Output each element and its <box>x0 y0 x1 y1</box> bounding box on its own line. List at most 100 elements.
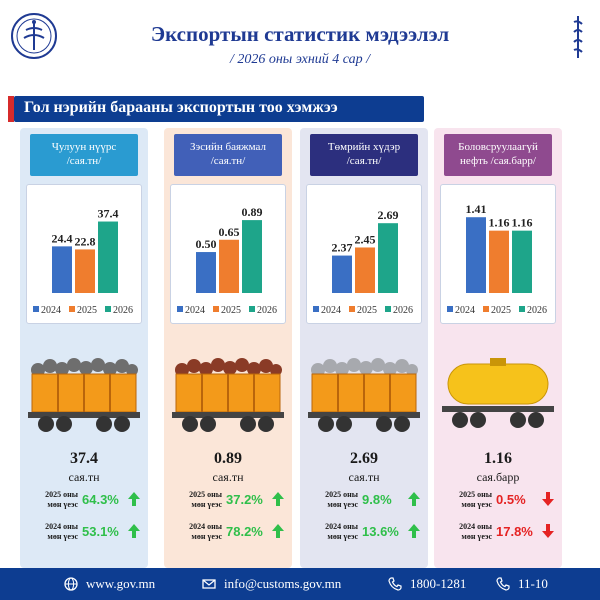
data-label: 2.69 <box>378 208 399 222</box>
phone-icon <box>496 577 510 591</box>
bar-2026 <box>512 230 532 293</box>
mongol-script-icon <box>573 16 583 58</box>
legend-swatch <box>483 306 489 312</box>
comparison-row: 2024 оны мөн үеэс 53.1% <box>26 522 144 546</box>
copper-wagon-icon <box>172 358 284 432</box>
comparison-percent: 0.5% <box>496 492 526 507</box>
comparison-row: 2025 оны мөн үеэс 64.3% <box>26 490 144 514</box>
product-header-line: /сая.тн/ <box>210 155 246 167</box>
data-label: 22.8 <box>75 234 96 248</box>
arrow-up-icon <box>128 524 140 538</box>
comparison-row: 2024 оны мөн үеэс 78.2% <box>170 522 288 546</box>
comparison-percent: 13.6% <box>362 524 399 539</box>
data-label: 24.4 <box>52 231 73 245</box>
legend-label: 2026 <box>527 305 547 316</box>
data-label: 0.89 <box>242 205 263 219</box>
mail-icon <box>202 579 216 589</box>
footer: www.gov.mn info@customs.gov.mn 1800-1281… <box>0 568 600 600</box>
bar-2024 <box>52 246 72 293</box>
export-unit: сая.тн <box>348 470 380 484</box>
data-label: 1.41 <box>466 202 487 216</box>
data-label: 0.65 <box>219 225 240 239</box>
comparison-label: 2024 оны мөн үеэс <box>459 522 492 541</box>
header: Экспортын статистик мэдээлэл / 2026 оны … <box>0 0 600 92</box>
comparison-label: 2025 оны мөн үеэс <box>189 490 222 509</box>
comparison-row: 2025 оны мөн үеэс 0.5% <box>440 490 558 514</box>
footer-email-text[interactable]: info@customs.gov.mn <box>224 576 342 591</box>
comparison-percent: 53.1% <box>82 524 119 539</box>
bar-chart-svg: 2.372.452.69 2024 2025 2026 <box>313 208 413 316</box>
footer-web[interactable]: www.gov.mn <box>64 576 155 592</box>
export-value: 2.69 <box>350 450 378 467</box>
export-unit: сая.барр <box>476 470 520 484</box>
comparison-label: 2024 оны мөн үеэс <box>45 522 78 541</box>
comparison-row: 2025 оны мөн үеэс 9.8% <box>306 490 424 514</box>
oil-tank-wagon-icon <box>442 358 554 428</box>
comparison-label: 2025 оны мөн үеэс <box>459 490 492 509</box>
legend-swatch <box>519 306 525 312</box>
product-header-line: нефть /сая.барр/ <box>460 155 536 167</box>
page-title: Экспортын статистик мэдээлэл <box>150 22 450 46</box>
legend-label: 2024 <box>41 305 61 316</box>
comparison-label: 2024 оны мөн үеэс <box>325 522 358 541</box>
legend-swatch <box>177 306 183 312</box>
bar-2026 <box>378 223 398 293</box>
legend-swatch <box>33 306 39 312</box>
comparison-percent: 37.2% <box>226 492 263 507</box>
footer-phone-text[interactable]: 1800-1281 <box>410 576 467 591</box>
product-header-line: Боловсруулаагүй <box>458 141 538 153</box>
comparison-label: 2024 оны мөн үеэс <box>189 522 222 541</box>
footer-phone[interactable]: 1800-1281 <box>388 576 466 592</box>
legend-swatch <box>349 306 355 312</box>
arrow-up-icon <box>128 492 140 506</box>
bar-2025 <box>219 239 239 293</box>
legend-label: 2024 <box>185 305 205 316</box>
data-label: 1.16 <box>512 216 533 230</box>
footer-web-text[interactable]: www.gov.mn <box>86 576 156 591</box>
export-unit: сая.тн <box>212 470 244 484</box>
arrow-up-icon <box>408 492 420 506</box>
export-value: 37.4 <box>70 450 98 467</box>
footer-code-text[interactable]: 11-10 <box>518 576 548 591</box>
comparison-row: 2025 оны мөн үеэс 37.2% <box>170 490 288 514</box>
legend-label: 2025 <box>77 305 97 316</box>
data-label: 2.37 <box>332 241 353 255</box>
data-label: 1.16 <box>489 216 510 230</box>
arrow-up-icon <box>272 524 284 538</box>
bar-2024 <box>196 252 216 293</box>
comparison-percent: 64.3% <box>82 492 119 507</box>
bar-2026 <box>98 221 118 293</box>
legend-label: 2024 <box>321 305 341 316</box>
section-bar: Гол нэрийн барааны экспортын тоо хэмжээ <box>8 96 424 122</box>
product-header: Төмрийн хүдэр /сая.тн/ <box>310 134 418 176</box>
legend-swatch <box>69 306 75 312</box>
arrow-down-icon <box>542 492 554 506</box>
data-label: 0.50 <box>196 237 217 251</box>
arrow-up-icon <box>272 492 284 506</box>
bar-2025 <box>355 247 375 293</box>
product-header: Чулуун нүүрс /сая.тн/ <box>30 134 138 176</box>
export-value: 1.16 <box>484 450 512 467</box>
section-title: Гол нэрийн барааны экспортын тоо хэмжээ <box>24 99 338 116</box>
bar-chart-svg: 24.4 22.837.4 2024 2025 2026 <box>33 207 133 316</box>
arrow-down-icon <box>542 524 554 538</box>
bar-2024 <box>466 217 486 293</box>
product-header-line: Зэсийн баяжмал <box>189 141 267 153</box>
bar-chart: 1.41 1.16 1.16 2024 2025 2026 <box>440 184 556 324</box>
product-header-line: Чулуун нүүрс <box>51 141 117 153</box>
comparison-percent: 78.2% <box>226 524 263 539</box>
bar-chart: 0.50 0.65 0.89 2024 2025 2026 <box>170 184 286 324</box>
legend-swatch <box>313 306 319 312</box>
legend-swatch <box>249 306 255 312</box>
arrow-up-icon <box>408 524 420 538</box>
export-value: 0.89 <box>214 450 242 467</box>
comparison-label: 2025 оны мөн үеэс <box>325 490 358 509</box>
footer-email[interactable]: info@customs.gov.mn <box>202 576 341 592</box>
comparison-row: 2024 оны мөн үеэс 17.8% <box>440 522 558 546</box>
customs-logo-icon <box>11 13 57 59</box>
product-header-line: Төмрийн хүдэр <box>327 141 401 153</box>
coal-wagon-icon <box>28 358 140 432</box>
product-header: Боловсруулаагүй нефть /сая.барр/ <box>444 134 552 176</box>
legend-label: 2026 <box>257 305 277 316</box>
footer-code[interactable]: 11-10 <box>496 576 548 592</box>
